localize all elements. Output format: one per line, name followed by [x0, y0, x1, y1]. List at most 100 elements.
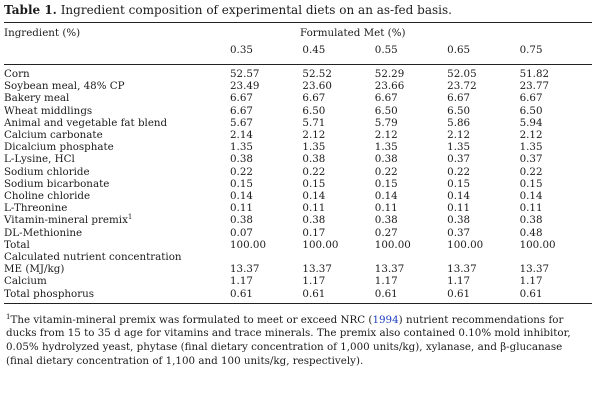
- row-label-text: L-Threonine: [4, 202, 68, 215]
- row-label: Corn: [4, 65, 230, 80]
- table-cell: 13.37: [302, 263, 332, 276]
- table-cell: 2.12: [519, 129, 543, 142]
- row-label: Dicalcium phosphate: [4, 141, 230, 153]
- table-cell: 6.67: [374, 92, 398, 105]
- table-cell: 6.67: [447, 92, 471, 105]
- table-cell: 0.38: [519, 214, 543, 227]
- group-header: Formulated Met (%): [300, 27, 406, 39]
- table-row: Bakery meal 6.67 6.67 6.67 6.67 6.67: [4, 92, 592, 104]
- row-label: Total phosphorus: [4, 288, 230, 300]
- table-cell: 2.12: [374, 129, 398, 142]
- table-row: Wheat middlings 6.67 6.50 6.50 6.50 6.50: [4, 105, 592, 117]
- table-cell: 5.71: [302, 116, 326, 129]
- table-cell: 0.37: [447, 226, 471, 239]
- level-header: 0.55: [374, 44, 398, 56]
- table-cell: 13.37: [447, 263, 477, 276]
- table-cell: 0.15: [447, 177, 471, 190]
- row-label: Vitamin-mineral premix1: [4, 214, 230, 227]
- table-cell: 0.38: [302, 153, 326, 166]
- table-row: Sodium chloride 0.22 0.22 0.22 0.22 0.22: [4, 166, 592, 178]
- row-label-text: L-Lysine, HCl: [4, 153, 75, 166]
- table-row: Soybean meal, 48% CP 23.49 23.60 23.66 23.72…: [4, 80, 592, 92]
- table-cell: 6.50: [447, 104, 471, 117]
- table-cell: 0.11: [447, 202, 471, 215]
- table-row: Calcium 1.17 1.17 1.17 1.17 1.17: [4, 275, 592, 287]
- table-cell: 6.67: [230, 92, 253, 105]
- stub-header: Ingredient (%): [4, 27, 81, 39]
- header-rule: [4, 64, 592, 65]
- table-cell: 23.72: [447, 80, 477, 93]
- table-cell: 0.14: [374, 190, 398, 203]
- footnote-marker: 1: [6, 312, 11, 321]
- table-cell: 1.17: [230, 275, 253, 288]
- table-cell: 0.61: [302, 287, 326, 300]
- table-cell: 0.14: [447, 190, 471, 203]
- table-cell: 0.14: [230, 190, 253, 203]
- table-row: Dicalcium phosphate 1.35 1.35 1.35 1.35 1.35: [4, 141, 592, 153]
- table-row: Vitamin-mineral premix1 0.38 0.38 0.38 0.38 0…: [4, 214, 592, 227]
- table-row: Calculated nutrient concentration: [4, 251, 592, 263]
- table-label: Table 1.: [4, 3, 57, 17]
- table-cell: 0.22: [519, 165, 543, 178]
- bottom-rule: [4, 302, 592, 304]
- table-cell: 52.29: [374, 68, 405, 80]
- level-header: 0.75: [519, 44, 543, 56]
- row-label: ME (MJ/kg): [4, 263, 230, 275]
- row-label: Soybean meal, 48% CP: [4, 80, 230, 92]
- table-cell: 13.37: [519, 263, 550, 276]
- table-cell: 0.61: [230, 287, 253, 300]
- table-cell: 0.15: [302, 177, 326, 190]
- row-label: DL-Methionine: [4, 227, 230, 239]
- level-header: 0.65: [447, 44, 471, 56]
- row-label-text: Calcium: [4, 275, 47, 288]
- table-cell: 23.66: [374, 80, 405, 93]
- row-label-text: Choline chloride: [4, 190, 91, 203]
- row-label: Calculated nutrient concentration: [4, 251, 230, 263]
- table-cell: 0.22: [374, 165, 398, 178]
- row-label-text: Vitamin-mineral premix: [4, 214, 128, 227]
- table-row: Sodium bicarbonate 0.15 0.15 0.15 0.15 0.15: [4, 178, 592, 190]
- table-row: ME (MJ/kg) 13.37 13.37 13.37 13.37 13.37: [4, 263, 592, 275]
- table-cell: 5.86: [447, 116, 471, 129]
- table-cell: 5.67: [230, 116, 253, 129]
- table-row: Animal and vegetable fat blend 5.67 5.71 5.…: [4, 117, 592, 129]
- table-cell: 6.50: [302, 104, 326, 117]
- table-cell: 100.00: [230, 238, 267, 251]
- table-cell: [230, 251, 302, 263]
- row-label-text: Corn: [4, 68, 30, 80]
- table-cell: 0.11: [519, 202, 543, 215]
- table-cell: 0.61: [374, 287, 398, 300]
- table-row: Calcium carbonate 2.14 2.12 2.12 2.12 2.12: [4, 129, 592, 141]
- table-cell: 0.14: [519, 190, 543, 203]
- row-label-text: Calculated nutrient concentration: [4, 251, 182, 264]
- table-row: L-Lysine, HCl 0.38 0.38 0.38 0.37 0.37: [4, 153, 592, 165]
- level-header: 0.45: [302, 44, 326, 56]
- table-row: DL-Methionine 0.07 0.17 0.27 0.37 0.48: [4, 227, 592, 239]
- table-cell: 52.52: [302, 68, 332, 80]
- row-label-text: Sodium bicarbonate: [4, 177, 110, 190]
- row-label: Choline chloride: [4, 190, 230, 202]
- header-blank: [4, 41, 230, 58]
- table-cell: 0.07: [230, 226, 253, 239]
- footnote-reference-link[interactable]: 1994: [372, 313, 399, 326]
- table-cell: 13.37: [230, 263, 260, 276]
- table-cell: [520, 251, 592, 263]
- row-label-text: Total: [4, 238, 30, 251]
- row-label: L-Threonine: [4, 202, 230, 214]
- table-cell: 0.61: [447, 287, 471, 300]
- row-label-text: Animal and vegetable fat blend: [4, 116, 168, 129]
- row-label-text: Sodium chloride: [4, 165, 90, 178]
- table-cell: 23.49: [230, 80, 260, 93]
- table-cell: 1.17: [302, 275, 326, 288]
- row-label: Sodium chloride: [4, 166, 230, 178]
- row-label-text: Wheat middlings: [4, 104, 93, 117]
- table-cell: 100.00: [374, 238, 411, 251]
- table-cell: 1.35: [374, 141, 398, 154]
- table-cell: 0.15: [374, 177, 398, 190]
- table-cell: 0.38: [230, 214, 253, 227]
- table-cell: 0.38: [230, 153, 253, 166]
- table-cell: [447, 251, 519, 263]
- footnote-text-after: ) nutrient recommendations for ducks fro…: [6, 313, 571, 367]
- table-cell: 0.61: [519, 287, 543, 300]
- table-cell: 1.17: [519, 275, 543, 288]
